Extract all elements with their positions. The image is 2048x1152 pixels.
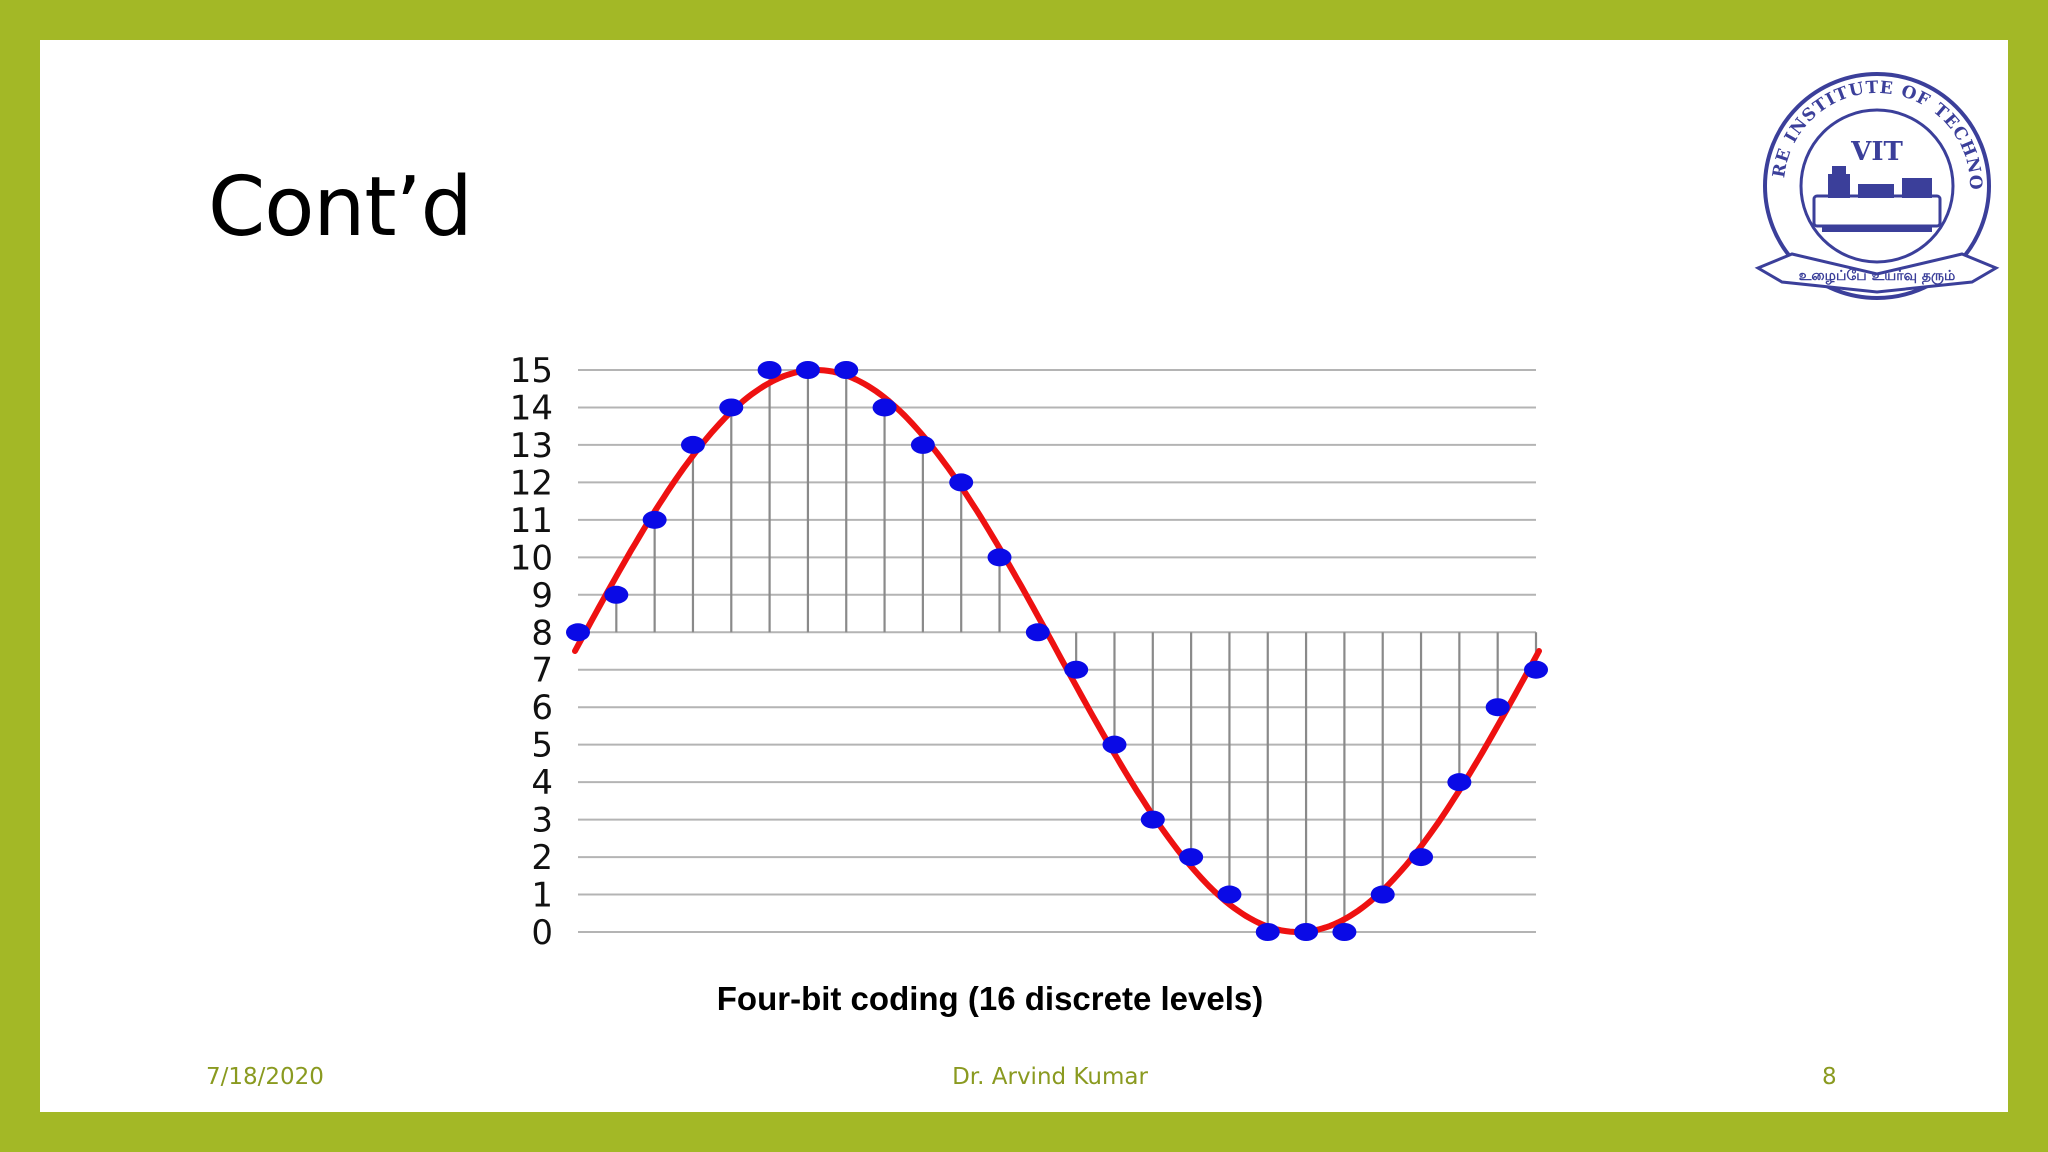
sample-point bbox=[949, 473, 974, 492]
sample-point bbox=[872, 398, 897, 417]
y-tick-label: 3 bbox=[531, 801, 553, 841]
y-tick-label: 12 bbox=[510, 463, 553, 503]
sample-point bbox=[1179, 848, 1204, 867]
sample-point bbox=[1447, 773, 1472, 792]
sample-point bbox=[1255, 923, 1280, 941]
vit-logo: VELLORE INSTITUTE OF TECHNOLOGY VIT உழைப… bbox=[1752, 46, 2000, 300]
y-tick-label: 8 bbox=[531, 613, 553, 653]
sample-point bbox=[1524, 660, 1548, 679]
sample-point bbox=[642, 510, 667, 529]
sample-point bbox=[1102, 735, 1127, 754]
sample-point bbox=[1409, 848, 1434, 867]
sample-point bbox=[1025, 623, 1050, 642]
y-tick-label: 14 bbox=[510, 388, 553, 428]
y-tick-label: 4 bbox=[531, 763, 553, 803]
y-tick-label: 9 bbox=[531, 576, 553, 616]
y-tick-label: 1 bbox=[531, 876, 553, 916]
y-tick-label: 15 bbox=[510, 351, 553, 391]
sample-point bbox=[834, 361, 859, 379]
sample-point bbox=[1370, 885, 1395, 904]
sample-point bbox=[1140, 810, 1165, 829]
sample-point bbox=[1332, 923, 1357, 941]
sample-point bbox=[1294, 923, 1319, 941]
logo-center-text: VIT bbox=[1850, 137, 1903, 167]
sample-point bbox=[987, 548, 1012, 567]
sample-point bbox=[757, 361, 782, 379]
footer-author: Dr. Arvind Kumar bbox=[952, 1064, 1148, 1090]
sample-points bbox=[566, 361, 1548, 941]
y-tick-label: 6 bbox=[531, 688, 553, 728]
sample-point bbox=[566, 623, 590, 642]
sample-point bbox=[719, 398, 744, 417]
sample-point bbox=[680, 435, 705, 454]
y-tick-label: 5 bbox=[531, 726, 553, 766]
y-tick-label: 11 bbox=[510, 501, 553, 541]
y-tick-label: 0 bbox=[531, 913, 553, 953]
sample-point bbox=[604, 585, 629, 604]
sine-curve bbox=[572, 366, 1542, 936]
chart-grid bbox=[578, 369, 1536, 933]
chart-caption: Four-bit coding (16 discrete levels) bbox=[716, 980, 1264, 1017]
slide-title: Cont’d bbox=[208, 160, 473, 255]
sample-point bbox=[1064, 660, 1089, 679]
y-tick-label: 13 bbox=[510, 426, 553, 466]
y-tick-label: 7 bbox=[531, 651, 553, 691]
footer-page-number: 8 bbox=[1822, 1064, 1837, 1090]
y-tick-label: 2 bbox=[531, 838, 553, 878]
slide: Cont’d VELLORE INSTITUTE OF TECHNOLOGY V… bbox=[40, 40, 2008, 1112]
logo-motto: உழைப்பே உயர்வு தரும் bbox=[1799, 268, 1956, 285]
y-tick-label: 10 bbox=[510, 538, 553, 578]
sample-point bbox=[1217, 885, 1242, 904]
sample-point bbox=[1485, 698, 1510, 717]
footer-date: 7/18/2020 bbox=[206, 1064, 324, 1090]
sample-point bbox=[795, 361, 820, 379]
sample-point bbox=[910, 435, 935, 454]
